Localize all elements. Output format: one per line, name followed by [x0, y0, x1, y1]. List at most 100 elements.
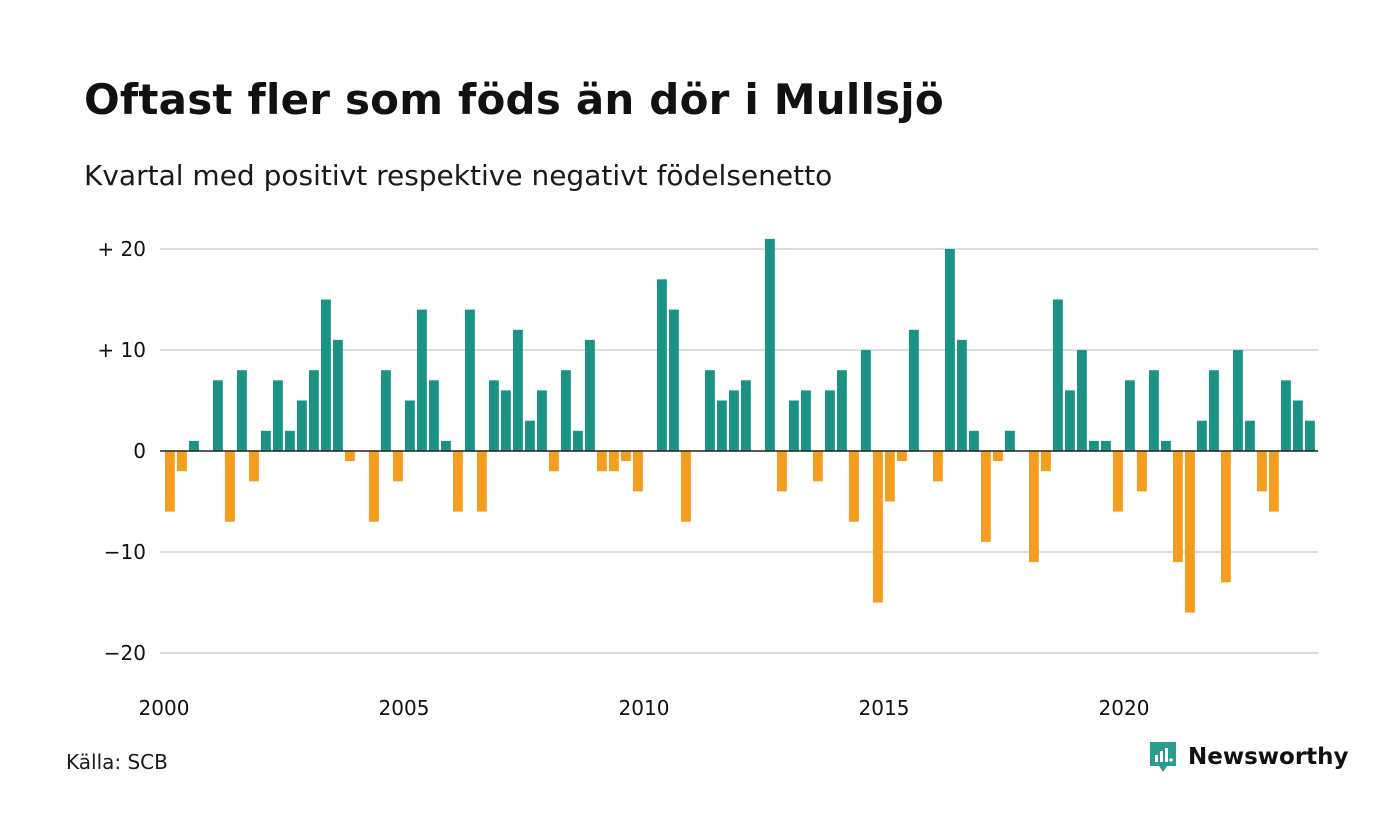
source-note: Källa: SCB	[66, 750, 168, 774]
bar-positive	[441, 440, 451, 451]
bar-negative	[1137, 451, 1147, 492]
bar-negative	[885, 451, 895, 502]
bar-positive	[717, 400, 727, 451]
bar-positive	[189, 440, 199, 451]
bar-positive	[1101, 440, 1111, 451]
y-tick-label: 0	[133, 439, 146, 463]
y-tick-label: −10	[104, 540, 146, 564]
x-tick-label: 2005	[379, 696, 430, 720]
bar-positive	[1149, 370, 1159, 451]
bar-negative	[1269, 451, 1279, 512]
bar-positive	[957, 339, 967, 451]
bar-negative	[609, 451, 619, 472]
bar-negative	[549, 451, 559, 472]
bar-positive	[261, 430, 271, 451]
bar-positive	[465, 309, 475, 451]
bar-positive	[945, 249, 955, 451]
bar-positive	[765, 238, 775, 451]
bar-positive	[1197, 420, 1207, 451]
bar-positive	[729, 390, 739, 451]
bar-positive	[429, 380, 439, 451]
bar-negative	[1113, 451, 1123, 512]
bar-negative	[1029, 451, 1039, 563]
bar-positive	[741, 380, 751, 451]
bar-negative	[621, 451, 631, 462]
bar-positive	[1089, 440, 1099, 451]
bar-positive	[801, 390, 811, 451]
newsworthy-logo-icon	[1150, 742, 1176, 772]
bar-negative	[249, 451, 259, 482]
bar-positive	[501, 390, 511, 451]
bar-negative	[1185, 451, 1195, 613]
bar-negative	[345, 451, 355, 462]
x-axis-ticks: 2000 2005 2010 2015 2020	[139, 696, 1150, 720]
bar-positive	[669, 309, 679, 451]
bar-positive	[837, 370, 847, 451]
bar-positive	[1077, 350, 1087, 451]
bar-positive	[1305, 420, 1315, 451]
bar-negative	[633, 451, 643, 492]
bar-positive	[321, 299, 331, 451]
bar-positive	[285, 430, 295, 451]
bar-negative	[681, 451, 691, 522]
bar-positive	[297, 400, 307, 451]
bar-positive	[1065, 390, 1075, 451]
bar-negative	[225, 451, 235, 522]
bar-positive	[405, 400, 415, 451]
bar-positive	[789, 400, 799, 451]
bar-positive	[1161, 440, 1171, 451]
bar-negative	[165, 451, 175, 512]
brand-name: Newsworthy	[1188, 744, 1349, 770]
y-tick-label: −20	[104, 641, 146, 665]
bar-negative	[933, 451, 943, 482]
bar-positive	[537, 390, 547, 451]
bar-positive	[705, 370, 715, 451]
bar-negative	[177, 451, 187, 472]
bar-positive	[657, 279, 667, 451]
bar-negative	[453, 451, 463, 512]
bar-positive	[825, 390, 835, 451]
bar-positive	[585, 339, 595, 451]
x-tick-label: 2015	[859, 696, 910, 720]
bar-negative	[993, 451, 1003, 462]
y-tick-label: + 10	[97, 338, 146, 362]
bar-negative	[873, 451, 883, 603]
bar-positive	[1053, 299, 1063, 451]
bar-positive	[333, 339, 343, 451]
bar-positive	[1125, 380, 1135, 451]
bar-positive	[309, 370, 319, 451]
bar-negative	[1173, 451, 1183, 563]
bar-negative	[1221, 451, 1231, 583]
bar-positive	[273, 380, 283, 451]
x-tick-label: 2000	[139, 696, 190, 720]
y-axis-ticks: + 20 + 10 0 −10 −20	[97, 237, 146, 665]
bar-positive	[909, 329, 919, 451]
bar-negative	[849, 451, 859, 522]
bar-positive	[1245, 420, 1255, 451]
bar-negative	[1257, 451, 1267, 492]
bar-positive	[513, 329, 523, 451]
bar-positive	[525, 420, 535, 451]
bar-positive	[417, 309, 427, 451]
bar-negative	[897, 451, 907, 462]
bar-negative	[369, 451, 379, 522]
gridlines	[160, 248, 1318, 654]
bar-positive	[969, 430, 979, 451]
brand-logo: Newsworthy	[1148, 740, 1349, 774]
bar-positive	[861, 350, 871, 451]
bar-positive	[237, 370, 247, 451]
bar-positive	[1209, 370, 1219, 451]
bar-positive	[489, 380, 499, 451]
y-tick-label: + 20	[97, 237, 146, 261]
bars	[165, 238, 1315, 613]
bar-positive	[381, 370, 391, 451]
bar-negative	[1041, 451, 1051, 472]
bar-negative	[981, 451, 991, 542]
bar-positive	[1281, 380, 1291, 451]
bar-positive	[1005, 430, 1015, 451]
bar-negative	[477, 451, 487, 512]
bar-negative	[813, 451, 823, 482]
x-tick-label: 2010	[619, 696, 670, 720]
chart-title: Oftast fler som föds än dör i Mullsjö	[84, 75, 944, 124]
